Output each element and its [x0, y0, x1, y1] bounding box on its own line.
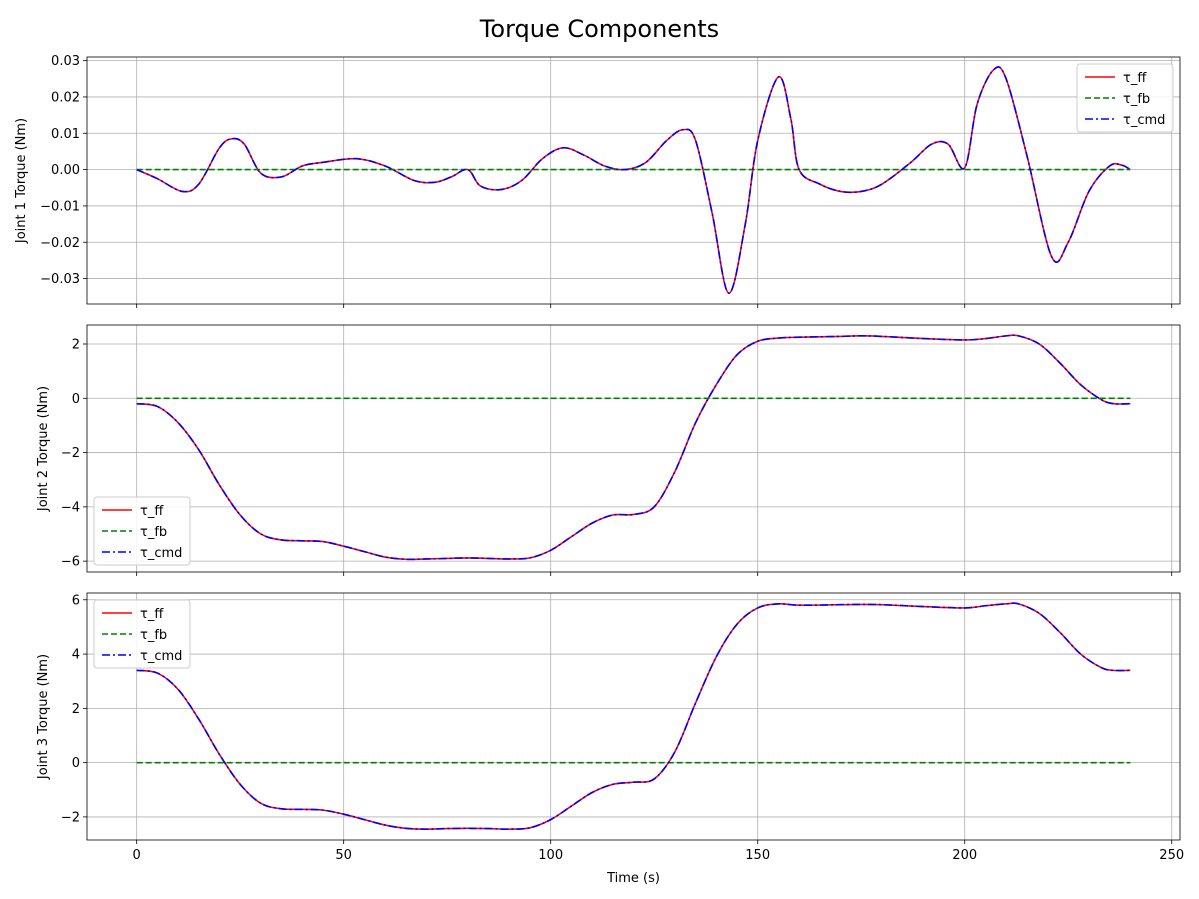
- y-tick-label: 2: [72, 338, 80, 353]
- y-tick-label: −0.03: [40, 272, 80, 287]
- series-group: [136, 602, 1131, 830]
- y-tick-label: −6: [61, 555, 80, 570]
- series-line-tau-cmd: [136, 66, 1131, 294]
- legend-label: τ_cmd: [1123, 113, 1165, 128]
- y-tick-label: −4: [61, 500, 80, 515]
- subplot-joint-3: 0 50 100 150 200 250 −2 0 2 4 6 Joint 3 Torque (Nm)…: [36, 592, 1184, 886]
- x-tick-label: 0: [133, 848, 141, 863]
- y-axis-label: Joint 3 Torque (Nm): [36, 654, 51, 780]
- x-tick-label: 250: [1159, 848, 1184, 863]
- x-tick-label: 150: [745, 848, 770, 863]
- series-line-tau-ff: [136, 66, 1131, 294]
- series-group: [136, 66, 1131, 294]
- legend-label: τ_fb: [140, 628, 167, 643]
- legend-box: [1076, 63, 1174, 133]
- y-tick-label: 0.00: [51, 163, 80, 178]
- legend-label: τ_ff: [1123, 71, 1147, 86]
- legend: τ_ff τ_fb τ_cmd: [93, 599, 191, 669]
- y-tick-label: −0.01: [40, 199, 80, 214]
- y-tick-label: 0.01: [51, 127, 80, 142]
- y-tick-label: 6: [72, 593, 80, 608]
- y-tick-label: 2: [72, 702, 80, 717]
- series-group: [136, 334, 1131, 561]
- legend-label: τ_fb: [1123, 92, 1150, 107]
- legend-label: τ_fb: [140, 525, 167, 540]
- x-axis-label: Time (s): [606, 871, 660, 886]
- legend-box: [93, 599, 191, 669]
- axes-frame: [86, 324, 1181, 573]
- legend-box: [93, 496, 191, 566]
- y-tick-label: 0.02: [51, 90, 80, 105]
- axes-frame: [86, 592, 1181, 841]
- y-tick-label: 4: [72, 648, 80, 663]
- y-tick-label: −2: [61, 810, 80, 825]
- legend-label: τ_cmd: [140, 649, 182, 664]
- series-line-tau-ff: [136, 334, 1131, 561]
- subplot-joint-1: −0.03 −0.02 −0.01 0.00 0.01 0.02 0.03 Joint 1 T…: [14, 54, 1181, 308]
- x-tick-label: 200: [952, 848, 977, 863]
- y-tick-label: −2: [61, 446, 80, 461]
- series-line-tau-cmd: [136, 334, 1131, 561]
- figure-title: Torque Components: [479, 15, 719, 43]
- y-tick-label: −0.02: [40, 236, 80, 251]
- legend: τ_ff τ_fb τ_cmd: [93, 496, 191, 566]
- legend-label: τ_cmd: [140, 546, 182, 561]
- y-axis-label: Joint 1 Torque (Nm): [14, 118, 29, 244]
- y-axis-label: Joint 2 Torque (Nm): [36, 386, 51, 512]
- y-tick-label: 0.03: [51, 54, 80, 69]
- legend: τ_ff τ_fb τ_cmd: [1076, 63, 1174, 133]
- legend-label: τ_ff: [140, 607, 164, 622]
- x-tick-label: 50: [335, 848, 352, 863]
- y-tick-label: 0: [72, 392, 80, 407]
- legend-label: τ_ff: [140, 504, 164, 519]
- subplot-joint-2: −6 −4 −2 0 2 Joint 2 Torque (Nm) τ_ff τ_fb τ_cmd: [36, 324, 1181, 576]
- series-line-tau-ff: [136, 602, 1131, 830]
- x-tick-label: 100: [538, 848, 563, 863]
- y-tick-label: 0: [72, 756, 80, 771]
- series-line-tau-cmd: [136, 602, 1131, 830]
- axes-frame: [86, 56, 1181, 305]
